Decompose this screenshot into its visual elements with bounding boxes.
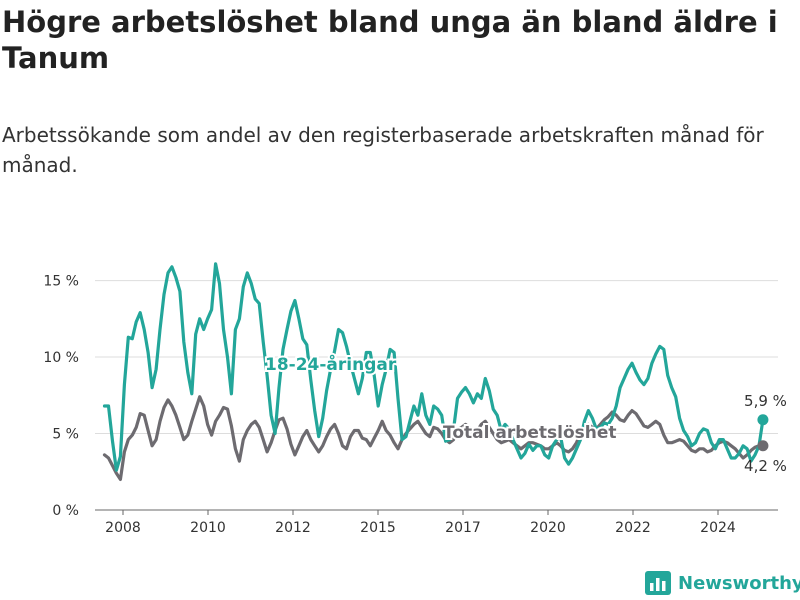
chart-subtitle: Arbetssökande som andel av den registerb… — [2, 123, 764, 177]
bar-chart-logo-icon — [645, 571, 671, 595]
end-value-label-total: 4,2 % — [744, 457, 787, 475]
x-tick-label: 2015 — [360, 520, 396, 536]
y-axis-ticks: 0 % 5 % 10 % 15 % — [43, 274, 79, 519]
y-tick-label: 0 % — [52, 503, 79, 519]
y-tick-label: 15 % — [43, 274, 79, 290]
x-tick-label: 2010 — [190, 520, 226, 536]
chart-title: Högre arbetslöshet bland unga än bland ä… — [2, 5, 778, 75]
series-line-youth — [102, 262, 765, 472]
y-tick-label: 5 % — [52, 427, 79, 443]
brand-logo[interactable]: Newsworthy — [644, 570, 800, 596]
x-tick-label: 2012 — [275, 520, 311, 536]
end-point-marker — [757, 414, 769, 426]
end-value-label-youth: 5,9 % — [744, 392, 787, 410]
series-lines — [102, 262, 769, 481]
end-point-marker — [757, 440, 769, 452]
x-axis-ticks: 2008 2010 2012 2015 2017 2020 2022 2024 — [105, 510, 736, 536]
brand-name: Newsworthy — [678, 572, 800, 594]
x-tick-label: 2008 — [105, 520, 141, 536]
series-label-total: Total arbetslöshet — [443, 423, 617, 443]
x-tick-label: 2022 — [615, 520, 651, 536]
x-tick-label: 2020 — [530, 520, 566, 536]
series-line-total — [102, 395, 765, 481]
series-label-youth: 18-24-åringar — [265, 353, 397, 375]
y-tick-label: 10 % — [43, 350, 79, 366]
x-tick-label: 2017 — [445, 520, 481, 536]
series-labels: 18-24-åringar Total arbetslöshet 5,9 % 4,2 … — [263, 351, 787, 475]
x-tick-label: 2024 — [700, 520, 736, 536]
